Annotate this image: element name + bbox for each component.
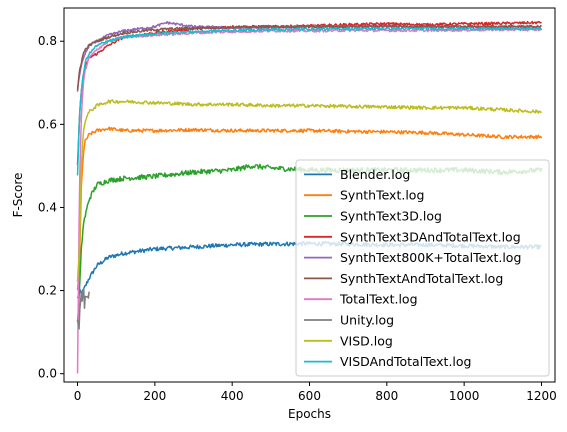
x-tick-label: 600 bbox=[298, 389, 321, 403]
legend-box bbox=[295, 159, 550, 377]
y-tick-label: 0.8 bbox=[38, 34, 57, 48]
y-tick-label: 0.0 bbox=[38, 367, 57, 381]
series-line-5 bbox=[76, 24, 542, 91]
x-tick-label: 800 bbox=[375, 389, 398, 403]
legend-label: Unity.log bbox=[340, 313, 394, 328]
y-tick-label: 0.6 bbox=[38, 117, 57, 131]
x-tick-label: 1000 bbox=[449, 389, 480, 403]
series-line-1 bbox=[76, 126, 543, 291]
legend-label: Blender.log bbox=[340, 167, 410, 182]
legend-label: SynthText.log bbox=[340, 188, 424, 203]
legend-label: VISDAndTotalText.log bbox=[340, 354, 472, 369]
y-tick-label: 0.2 bbox=[38, 284, 57, 298]
legend-label: SynthText3D.log bbox=[340, 209, 442, 224]
legend: Blender.log SynthText.log SynthText3D.log S… bbox=[295, 159, 550, 377]
x-axis: 0 200 400 600 800 1000 1200 bbox=[74, 382, 557, 403]
y-tick-label: 0.4 bbox=[38, 200, 57, 214]
series-line-4 bbox=[76, 20, 542, 92]
x-tick-label: 200 bbox=[143, 389, 166, 403]
legend-label: SynthText3DAndTotalText.log bbox=[340, 229, 521, 244]
series-line-8 bbox=[76, 99, 543, 283]
x-tick-label: 400 bbox=[221, 389, 244, 403]
legend-label: SynthTextAndTotalText.log bbox=[340, 271, 503, 286]
x-tick-label: 1200 bbox=[526, 389, 557, 403]
series-line-3 bbox=[76, 20, 542, 166]
legend-label: TotalText.log bbox=[339, 292, 418, 307]
series-lines bbox=[76, 20, 543, 374]
y-axis: 0.0 0.2 0.4 0.6 0.8 bbox=[38, 34, 64, 381]
y-axis-label: F-Score bbox=[11, 173, 25, 218]
legend-label: VISD.log bbox=[340, 333, 393, 348]
series-line-9 bbox=[76, 26, 543, 176]
x-tick-label: 0 bbox=[74, 389, 82, 403]
series-line-7 bbox=[76, 288, 90, 330]
x-axis-label: Epochs bbox=[288, 407, 331, 421]
legend-label: SynthText800K+TotalText.log bbox=[340, 250, 521, 265]
